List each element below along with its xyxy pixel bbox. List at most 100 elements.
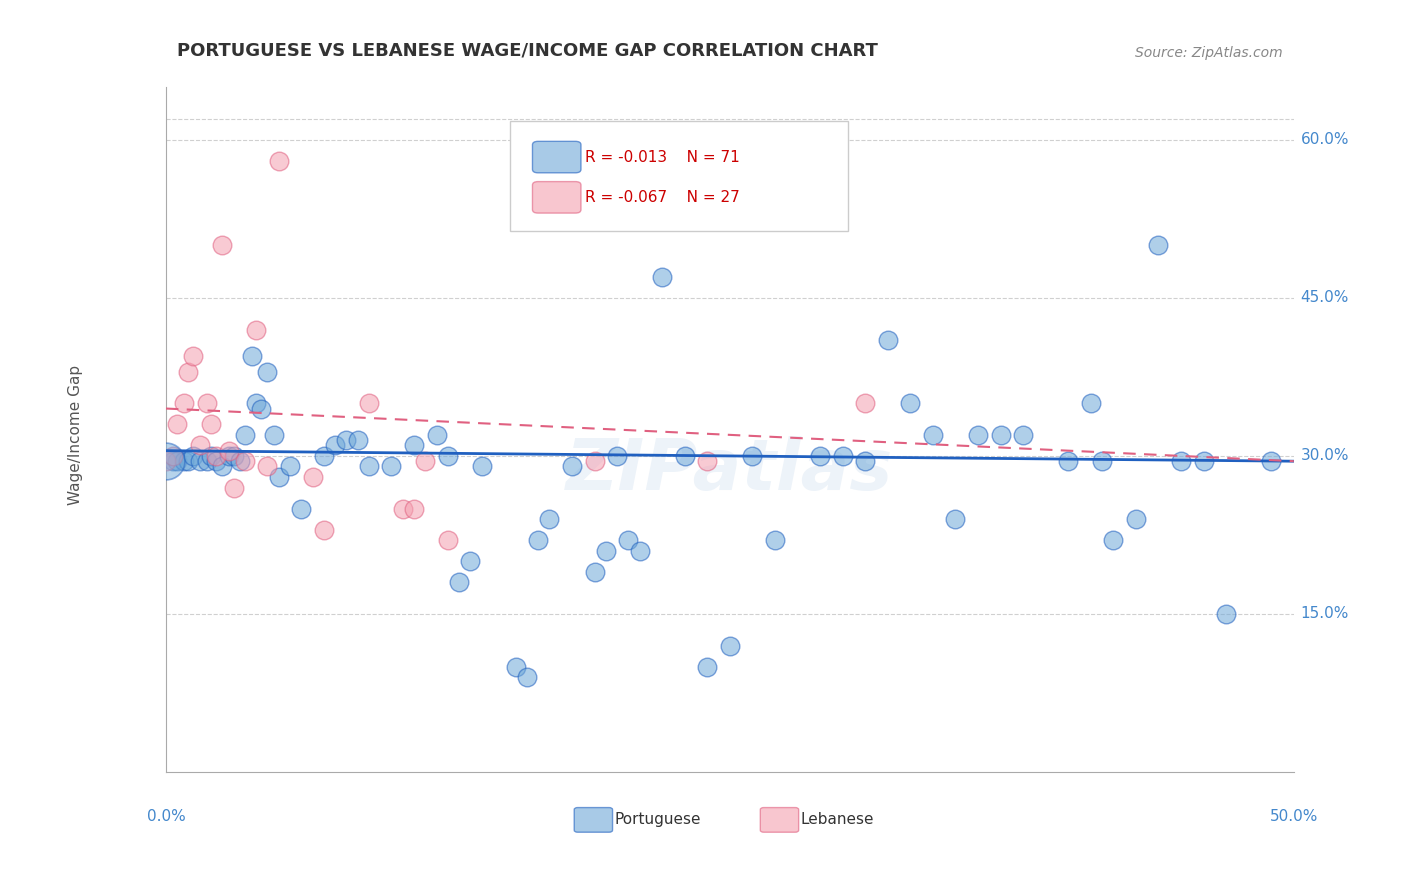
Point [1080,396,1102,410]
Point [263,428,285,442]
Point [290,501,312,516]
FancyBboxPatch shape [533,141,581,173]
Point [357,396,380,410]
Point [1057,454,1080,468]
Point [200,449,222,463]
Point [177,365,200,379]
Point [583,454,606,468]
Point [181,449,204,463]
Point [357,459,380,474]
Point [218,443,240,458]
Point [173,454,195,468]
Point [166,454,188,468]
Point [1215,607,1237,621]
Point [696,454,718,468]
Point [155,454,177,468]
Point [391,501,413,516]
Point [335,433,357,447]
Point [990,428,1012,442]
Point [222,481,245,495]
Point [673,449,696,463]
Text: Portuguese: Portuguese [614,813,702,828]
Point [267,153,290,168]
Point [763,533,786,548]
Point [617,533,640,548]
Point [945,512,967,526]
Point [195,396,218,410]
Point [301,470,323,484]
Point [853,454,876,468]
Point [204,454,226,468]
FancyBboxPatch shape [533,182,581,213]
Point [921,428,943,442]
Point [211,238,233,252]
Point [415,454,437,468]
Point [561,459,583,474]
Point [402,501,425,516]
Point [211,459,233,474]
Point [967,428,990,442]
Point [256,459,278,474]
Point [155,454,177,468]
Point [312,449,335,463]
Point [173,396,195,410]
Point [278,459,301,474]
Point [177,454,200,468]
Text: PORTUGUESE VS LEBANESE WAGE/INCOME GAP CORRELATION CHART: PORTUGUESE VS LEBANESE WAGE/INCOME GAP C… [177,42,879,60]
Text: 30.0%: 30.0% [1301,449,1348,464]
Point [233,428,256,442]
Point [195,454,218,468]
Point [188,438,211,452]
Point [696,659,718,673]
Point [718,639,741,653]
Point [166,417,188,432]
Point [1102,533,1125,548]
Point [538,512,561,526]
Text: ZIPatlas: ZIPatlas [567,436,894,505]
Point [516,670,538,684]
Point [898,396,921,410]
Text: Lebanese: Lebanese [801,813,875,828]
Point [876,333,898,347]
Point [471,459,494,474]
Point [162,454,184,468]
Point [1091,454,1114,468]
FancyBboxPatch shape [761,807,799,832]
Point [449,575,471,590]
Point [267,470,290,484]
Point [380,459,402,474]
Text: Wage/Income Gap: Wage/Income Gap [67,365,83,505]
Point [460,554,482,568]
Point [229,454,252,468]
Point [606,449,628,463]
Point [240,349,263,363]
FancyBboxPatch shape [510,121,848,231]
Point [426,428,449,442]
Point [437,533,460,548]
Point [651,269,673,284]
FancyBboxPatch shape [574,807,613,832]
Text: 50.0%: 50.0% [1270,809,1317,824]
Point [346,433,368,447]
Text: Source: ZipAtlas.com: Source: ZipAtlas.com [1135,45,1282,60]
Text: 45.0%: 45.0% [1301,291,1348,305]
Text: 0.0%: 0.0% [146,809,186,824]
Point [245,396,267,410]
Point [204,449,226,463]
Point [249,401,271,416]
Point [595,543,617,558]
Point [256,365,278,379]
Point [741,449,763,463]
Point [323,438,346,452]
Point [245,322,267,336]
Point [1260,454,1282,468]
Point [188,454,211,468]
Text: 15.0%: 15.0% [1301,607,1348,622]
Point [312,523,335,537]
Point [527,533,550,548]
Point [222,449,245,463]
Point [200,417,222,432]
Point [162,449,184,463]
Text: R = -0.013    N = 71: R = -0.013 N = 71 [585,150,740,165]
Text: R = -0.067    N = 27: R = -0.067 N = 27 [585,190,740,205]
